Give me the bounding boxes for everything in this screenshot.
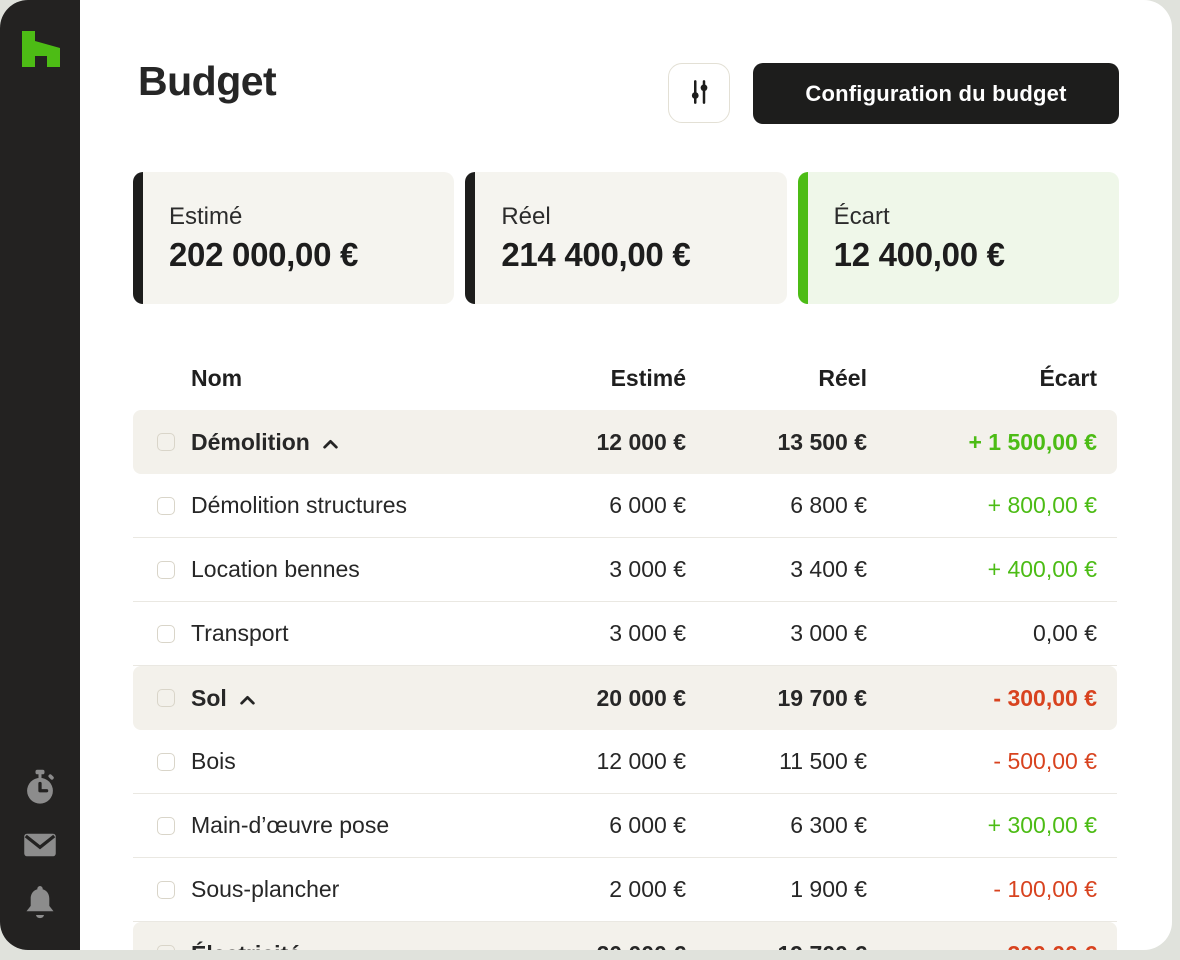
row-estimated: 3 000 €: [609, 620, 686, 646]
card-variance: Écart 12 400,00 €: [797, 172, 1119, 304]
card-variance-label: Écart: [833, 202, 890, 230]
bell-icon[interactable]: [22, 884, 58, 922]
row-name: Démolition: [191, 428, 310, 455]
row-variance: + 300,00 €: [987, 812, 1097, 838]
row-actual: 3 400 €: [790, 556, 867, 582]
row-variance: 0,00 €: [1033, 620, 1097, 646]
sliders-icon: [684, 77, 714, 110]
card-estimated-value: 202 000,00 €: [169, 235, 359, 273]
page-title: Budget: [138, 58, 277, 104]
table-body: Démolition 12 000 € 13 500 € + 1 500,00 …: [133, 410, 1117, 950]
row-estimated: 12 000 €: [596, 428, 686, 455]
row-checkbox[interactable]: [157, 560, 175, 579]
row-actual: 3 000 €: [790, 620, 867, 646]
row-actual: 6 300 €: [790, 812, 867, 838]
sidebar: [0, 0, 80, 950]
row-checkbox[interactable]: [157, 945, 175, 950]
card-actual-label: Réel: [501, 202, 551, 230]
row-estimated: 12 000 €: [596, 748, 686, 774]
row-actual: 11 500 €: [779, 748, 867, 774]
row-checkbox[interactable]: [157, 752, 175, 771]
budget-table: Nom Estimé Réel Écart Démolition 12 000 …: [133, 352, 1117, 950]
row-name: Sol: [191, 684, 227, 711]
column-header-estimated: Estimé: [610, 364, 686, 391]
row-checkbox[interactable]: [157, 880, 175, 899]
budget-configuration-button[interactable]: Configuration du budget: [753, 63, 1119, 124]
row-actual: 6 800 €: [790, 492, 867, 518]
row-checkbox[interactable]: [157, 496, 175, 515]
column-header-actual: Réel: [818, 364, 867, 391]
row-variance: - 300,00 €: [993, 684, 1097, 711]
table-row[interactable]: Démolition structures 6 000 € 6 800 € + …: [133, 474, 1117, 538]
row-estimated: 6 000 €: [609, 492, 686, 518]
chevron-up-icon[interactable]: [313, 942, 330, 950]
row-checkbox[interactable]: [157, 816, 175, 835]
row-checkbox[interactable]: [157, 624, 175, 643]
row-variance: + 400,00 €: [987, 556, 1097, 582]
table-row[interactable]: Main-d’œuvre pose 6 000 € 6 300 € + 300,…: [133, 794, 1117, 858]
card-estimated: Estimé 202 000,00 €: [133, 172, 455, 304]
row-checkbox[interactable]: [157, 689, 175, 707]
row-variance: - 300,00 €: [867, 941, 1097, 951]
chevron-up-icon[interactable]: [322, 430, 339, 457]
card-actual-value: 214 400,00 €: [501, 235, 691, 273]
row-variance: - 100,00 €: [993, 876, 1097, 902]
row-estimated: 6 000 €: [609, 812, 686, 838]
row-name: Main-d’œuvre pose: [191, 812, 390, 838]
table-row[interactable]: Location bennes 3 000 € 3 400 € + 400,00…: [133, 538, 1117, 602]
column-header-name: Nom: [191, 364, 243, 391]
row-name: Démolition structures: [191, 492, 408, 518]
row-actual: 19 700 €: [777, 684, 867, 711]
card-variance-value: 12 400,00 €: [833, 235, 1005, 273]
filter-button[interactable]: [668, 63, 730, 123]
table-row[interactable]: Bois 12 000 € 11 500 € - 500,00 €: [133, 730, 1117, 794]
row-actual: 19 700 €: [686, 941, 867, 951]
table-row-demolition-group[interactable]: Démolition 12 000 € 13 500 € + 1 500,00 …: [133, 410, 1117, 474]
table-row[interactable]: Transport 3 000 € 3 000 € 0,00 €: [133, 602, 1117, 666]
mail-icon[interactable]: [22, 827, 58, 865]
card-actual: Réel 214 400,00 €: [465, 172, 787, 304]
card-estimated-label: Estimé: [169, 202, 243, 230]
timer-icon[interactable]: [22, 768, 58, 806]
table-row-sol-group[interactable]: Sol 20 000 € 19 700 € - 300,00 €: [133, 666, 1117, 730]
row-name: Location bennes: [191, 556, 360, 582]
row-actual: 1 900 €: [790, 876, 867, 902]
row-estimated: 3 000 €: [609, 556, 686, 582]
row-variance: + 800,00 €: [987, 492, 1097, 518]
row-variance: + 1 500,00 €: [968, 428, 1097, 455]
row-estimated: 20 000 €: [516, 941, 686, 951]
row-checkbox[interactable]: [157, 433, 175, 451]
chevron-up-icon[interactable]: [239, 686, 256, 713]
row-name: Bois: [191, 748, 236, 774]
table-row[interactable]: Sous-plancher 2 000 € 1 900 € - 100,00 €: [133, 858, 1117, 922]
row-name: Sous-plancher: [191, 876, 340, 902]
row-name: Électricité: [191, 941, 301, 951]
row-actual: 13 500 €: [777, 428, 867, 455]
table-header-row: Nom Estimé Réel Écart: [133, 352, 1117, 404]
houzz-logo-icon[interactable]: [22, 31, 60, 69]
row-estimated: 20 000 €: [596, 684, 686, 711]
row-name: Transport: [191, 620, 289, 646]
row-estimated: 2 000 €: [609, 876, 686, 902]
summary-cards: Estimé 202 000,00 € Réel 214 400,00 € Éc…: [133, 172, 1119, 304]
table-row-electricite-group[interactable]: Électricité 20 000 € 19 700 € - 300,00 €: [133, 922, 1117, 950]
row-variance: - 500,00 €: [993, 748, 1097, 774]
column-header-variance: Écart: [1039, 364, 1097, 391]
